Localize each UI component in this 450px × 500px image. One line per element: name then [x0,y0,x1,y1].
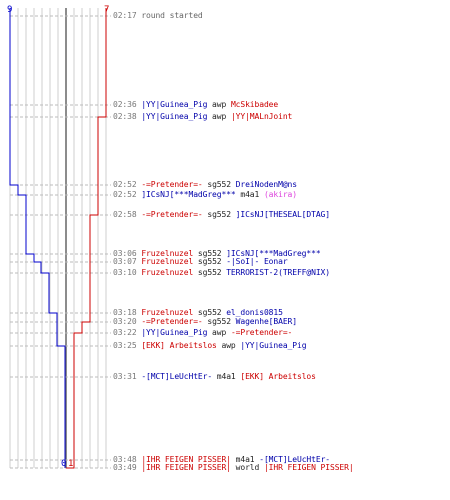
event-time: 03:07 [113,257,137,266]
kill-event-row: 03:06 Fruzelnuzel sg552 ]ICsNJ[***MadGre… [113,249,321,259]
event-text-part: ]ICsNJ[THESEAL[DTAG] [235,210,330,219]
event-text-part: [EKK] Arbeitslos [141,341,217,350]
blue-team-alive-line [9,8,66,468]
red-end-count: 1 [68,459,73,469]
event-text-part: Fruzelnuzel [141,257,194,266]
event-text-part: awp [216,341,241,350]
event-text-part: awp [207,100,231,109]
red-team-alive-line [66,8,107,469]
event-time: 02:17 [113,11,137,20]
event-text-part: sg552 [202,180,236,189]
event-text-part: |IHR FEIGEN PISSER| [141,455,231,464]
event-text-part: ]ICsNJ[***MadGreg*** [141,190,236,199]
event-text-part: -=Pretender=- [230,328,293,337]
event-text-part: |YY|MALnJoint [230,112,293,121]
event-text-part: |YY|Guinea_Pig [141,328,208,337]
event-text-part: world [230,463,264,472]
event-time: 03:22 [113,328,137,337]
event-time: 03:25 [113,341,137,350]
event-text-part: -=Pretender=- [141,180,203,189]
kill-event-row: 02:36 |YY|Guinea_Pig awp McSkibadee [113,100,278,110]
event-text-part: m4a1 [230,455,260,464]
event-text-part: round started [141,11,203,20]
event-text-part: m4a1 [235,190,264,199]
kill-event-row: 03:31 -[MCT]LeUcHtEr- m4a1 [EKK] Arbeits… [113,372,316,382]
kill-event-row: 03:07 Fruzelnuzel sg552 -|SoI|- Eonar [113,257,288,267]
event-text-part: sg552 [193,257,227,266]
event-text-part: [EKK] Arbeitslos [240,372,316,381]
blue-start-count: 9 [7,5,12,15]
event-text-part: -|SoI|- Eonar [226,257,288,266]
event-text-part: Fruzelnuzel [141,308,194,317]
event-time: 03:20 [113,317,137,326]
event-text-part: |IHR FEIGEN PISSER| [141,463,231,472]
event-text-part: ]ICsNJ[***MadGreg*** [226,249,321,258]
event-text-part: sg552 [202,210,236,219]
event-time: 03:10 [113,268,137,277]
kill-event-row: 03:48 |IHR FEIGEN PISSER| m4a1 -[MCT]LeU… [113,455,330,465]
event-text-part: sg552 [193,268,227,277]
kill-event-row: 03:49 |IHR FEIGEN PISSER| world |IHR FEI… [113,463,354,473]
event-time: 03:48 [113,455,137,464]
event-text-part: |YY|Guinea_Pig [141,112,208,121]
event-text-part: m4a1 [212,372,241,381]
event-text-part: |IHR FEIGEN PISSER| [263,463,354,472]
kill-event-row: 02:58 -=Pretender=- sg552 ]ICsNJ[THESEAL… [113,210,330,220]
kill-event-row: 03:22 |YY|Guinea_Pig awp -=Pretender=- [113,328,292,338]
event-text-part: -[MCT]LeUcHtEr- [259,455,330,464]
event-text-part: -=Pretender=- [141,210,203,219]
event-text-part: sg552 [193,308,227,317]
event-time: 03:31 [113,372,137,381]
event-text-part: awp [207,328,231,337]
event-text-part: -=Pretender=- [141,317,203,326]
event-time: 02:38 [113,112,137,121]
event-time: 03:18 [113,308,137,317]
event-text-part: Fruzelnuzel [141,268,194,277]
blue-end-count: 0 [61,459,66,469]
red-start-count: 7 [104,5,109,15]
kill-event-row: 03:25 [EKK] Arbeitslos awp |YY|Guinea_Pi… [113,341,307,351]
event-text-part: -[MCT]LeUcHtEr- [141,372,213,381]
event-text-part: sg552 [202,317,236,326]
event-text-part: |YY|Guinea_Pig [141,100,208,109]
event-text-part: |YY|Guinea_Pig [240,341,307,350]
event-time: 03:06 [113,249,137,258]
event-text-part: el_donis0815 [226,308,283,317]
kill-event-row: 03:20 -=Pretender=- sg552 Wagenhe[BAER] [113,317,297,327]
kill-event-row: 02:52 -=Pretender=- sg552 DreiNodenM@ns [113,180,297,190]
event-ticks [10,15,111,469]
kill-event-row: 03:10 Fruzelnuzel sg552 TERRORIST-2(TREF… [113,268,330,278]
event-time: 03:49 [113,463,137,472]
event-text-part: awp [207,112,231,121]
event-text-part: TERRORIST-2(TREFF@NIX) [226,268,330,277]
event-text-part: Wagenhe[BAER] [235,317,297,326]
event-text-part: (akira) [263,190,297,199]
kill-event-row: 02:38 |YY|Guinea_Pig awp |YY|MALnJoint [113,112,292,122]
event-text-part: Fruzelnuzel [141,249,194,258]
kill-event-row: 02:52 ]ICsNJ[***MadGreg*** m4a1 (akira) [113,190,297,200]
event-time: 02:52 [113,180,137,189]
kill-event-row: 03:18 Fruzelnuzel sg552 el_donis0815 [113,308,283,318]
event-text-part: sg552 [193,249,227,258]
event-time: 02:52 [113,190,137,199]
event-text-part: McSkibadee [230,100,279,109]
event-text-part: DreiNodenM@ns [235,180,297,189]
event-time: 02:36 [113,100,137,109]
timeline-grid [9,8,107,468]
kill-event-row: 02:17 round started [113,11,203,21]
event-time: 02:58 [113,210,137,219]
